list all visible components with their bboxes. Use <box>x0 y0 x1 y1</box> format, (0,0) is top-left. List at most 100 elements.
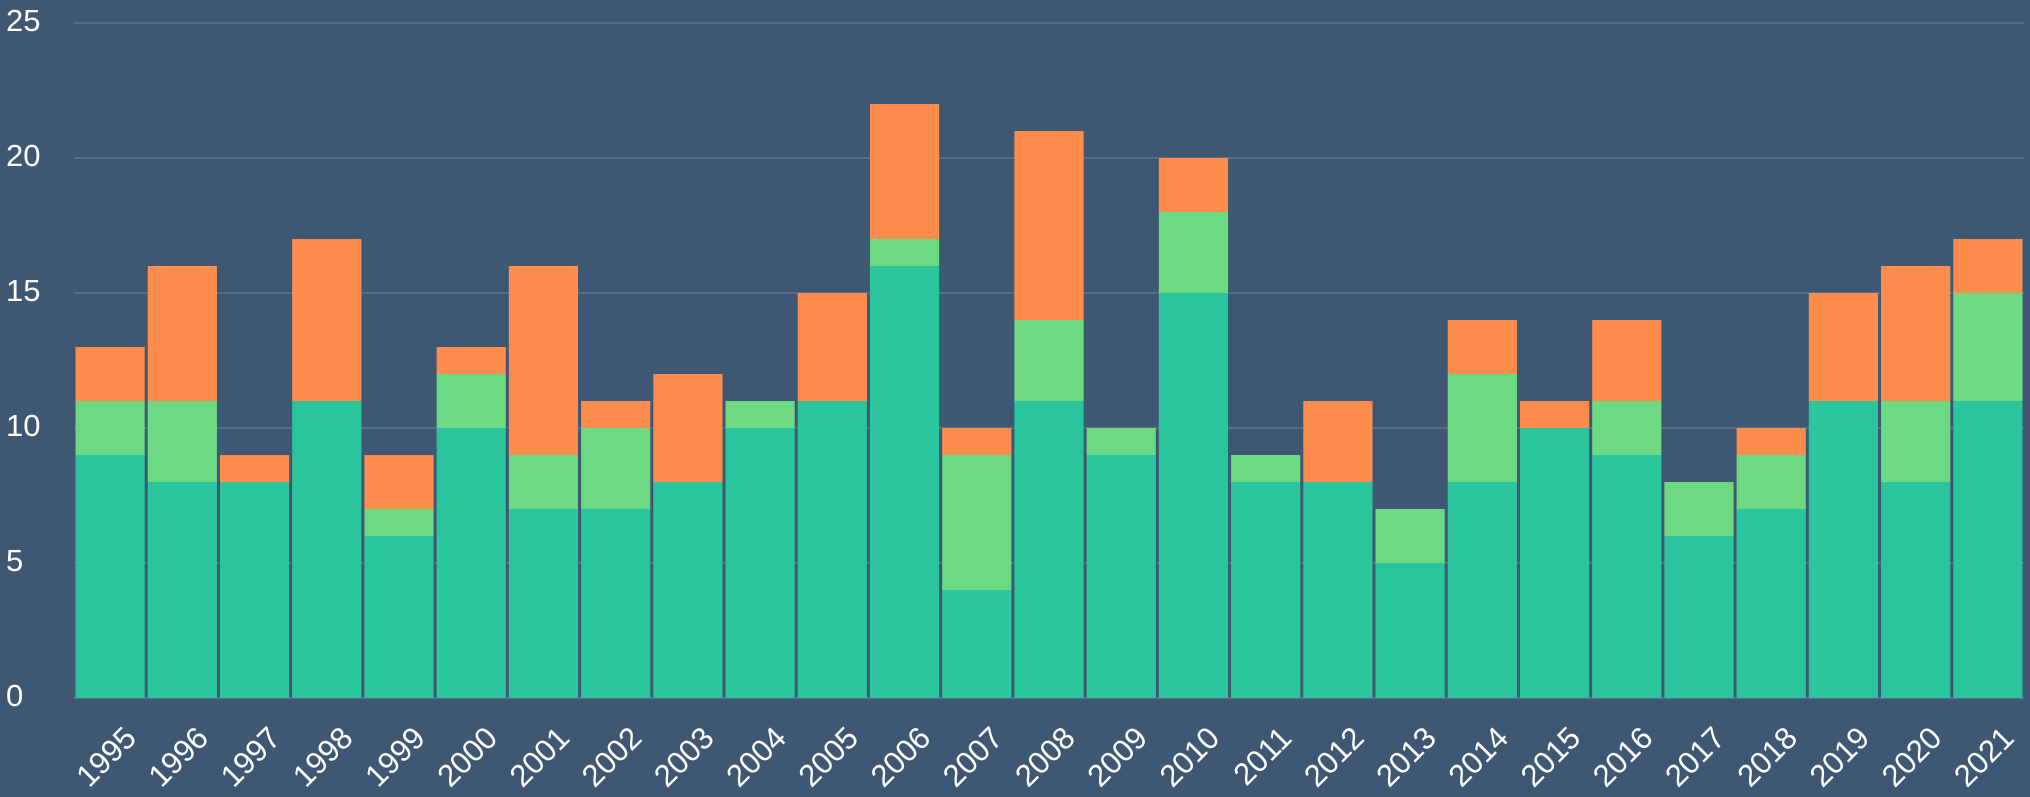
x-tick-label: 2012 <box>1297 720 1371 794</box>
x-tick-label: 2002 <box>575 720 649 794</box>
bar-segment <box>219 482 290 698</box>
bar-segment <box>1447 482 1517 698</box>
bar-segment <box>1375 509 1445 563</box>
bar-segment <box>1303 482 1373 698</box>
bar-segment <box>1086 428 1156 455</box>
x-tick-label: 2010 <box>1153 720 1227 794</box>
bar-segment <box>942 590 1012 698</box>
x-tick-label: 2009 <box>1080 720 1154 794</box>
bar-segment <box>292 401 362 698</box>
bar-segment <box>1736 455 1806 509</box>
x-tick-label: 2019 <box>1803 720 1877 794</box>
bar-segment <box>869 239 940 266</box>
bar-segment <box>1303 401 1373 482</box>
x-tick-label: 2020 <box>1875 720 1949 794</box>
bar-segment <box>1231 482 1301 698</box>
x-tick-label: 1996 <box>142 720 216 794</box>
y-tick-label: 0 <box>6 678 23 713</box>
bar-segment <box>508 455 579 509</box>
bar-segment <box>1881 482 1951 698</box>
bar-segment <box>942 455 1012 590</box>
bar-segment <box>1881 401 1951 482</box>
bar-segment <box>581 509 651 698</box>
bar-segment <box>1231 455 1301 482</box>
bar-segment <box>364 536 434 698</box>
bar-segment <box>1592 455 1662 698</box>
x-tick-label: 2016 <box>1586 720 1660 794</box>
bar-segment <box>1447 374 1517 482</box>
bar-segment <box>581 428 651 509</box>
bar-segment <box>1664 482 1734 536</box>
bar-segment <box>147 482 217 698</box>
bar-segment <box>1086 455 1156 698</box>
bar-segment <box>1736 509 1806 698</box>
bar-segment <box>1375 563 1445 698</box>
bar-segment <box>75 455 145 698</box>
bar-segment <box>581 401 651 428</box>
bar-segment <box>364 509 434 536</box>
y-tick-label: 20 <box>6 138 40 173</box>
bar-segment <box>292 239 362 401</box>
bar-segment <box>364 455 434 509</box>
y-tick-label: 25 <box>6 3 40 38</box>
bar-segment <box>653 482 723 698</box>
bar-segment <box>942 428 1012 455</box>
x-tick-label: 2017 <box>1658 720 1732 794</box>
bar-segment <box>1953 239 2023 293</box>
bar-segment <box>725 401 795 428</box>
bar-segment <box>797 401 867 698</box>
x-tick-label: 2015 <box>1514 720 1588 794</box>
bar-segment <box>147 266 217 401</box>
bar-segment <box>1014 401 1084 698</box>
x-tick-label: 1998 <box>286 720 360 794</box>
x-tick-label: 2003 <box>647 720 721 794</box>
bar-segment <box>1592 320 1662 401</box>
bar-segment <box>1014 131 1084 320</box>
bar-segment <box>1953 401 2023 698</box>
bar-segment <box>1881 266 1951 401</box>
x-tick-label: 2001 <box>503 720 577 794</box>
bar-segment <box>1592 401 1662 455</box>
bar-segment <box>436 347 506 374</box>
bar-segment <box>653 374 723 482</box>
x-tick-label: 2014 <box>1442 720 1516 794</box>
x-tick-label: 2004 <box>719 720 793 794</box>
bar-segment <box>147 401 217 482</box>
bar-segment <box>436 374 506 428</box>
bar-segment <box>1447 320 1517 374</box>
bar-segment <box>1519 428 1590 698</box>
bar-segment <box>1014 320 1084 401</box>
y-tick-label: 5 <box>6 543 23 578</box>
bar-segment <box>869 104 940 239</box>
bar-segment <box>1736 428 1806 455</box>
bar-segment <box>75 347 145 401</box>
bar-segment <box>219 455 290 482</box>
bar-segment <box>1519 401 1590 428</box>
bar-segment <box>508 509 579 698</box>
bar-segment <box>797 293 867 401</box>
bar-segment <box>1158 212 1229 293</box>
x-tick-label: 2006 <box>864 720 938 794</box>
y-tick-label: 10 <box>6 408 40 443</box>
x-tick-label: 2000 <box>430 720 504 794</box>
x-tick-label: 2008 <box>1008 720 1082 794</box>
bar-segment <box>1953 293 2023 401</box>
bar-segment <box>1158 293 1229 698</box>
x-tick-label: 2005 <box>792 720 866 794</box>
bar-segment <box>869 266 940 698</box>
bar-segment <box>508 266 579 455</box>
x-tick-label: 2013 <box>1369 720 1443 794</box>
x-tick-label: 1999 <box>358 720 432 794</box>
bar-segment <box>75 401 145 455</box>
bar-segment <box>1808 401 1879 698</box>
x-tick-label: 1995 <box>69 720 143 794</box>
x-tick-label: 1997 <box>214 720 288 794</box>
x-tick-label: 2007 <box>936 720 1010 794</box>
bar-segment <box>725 428 795 698</box>
bar-segment <box>436 428 506 698</box>
x-tick-label: 2011 <box>1227 720 1299 792</box>
bar-segment <box>1664 536 1734 698</box>
x-tick-label: 2018 <box>1730 720 1804 794</box>
